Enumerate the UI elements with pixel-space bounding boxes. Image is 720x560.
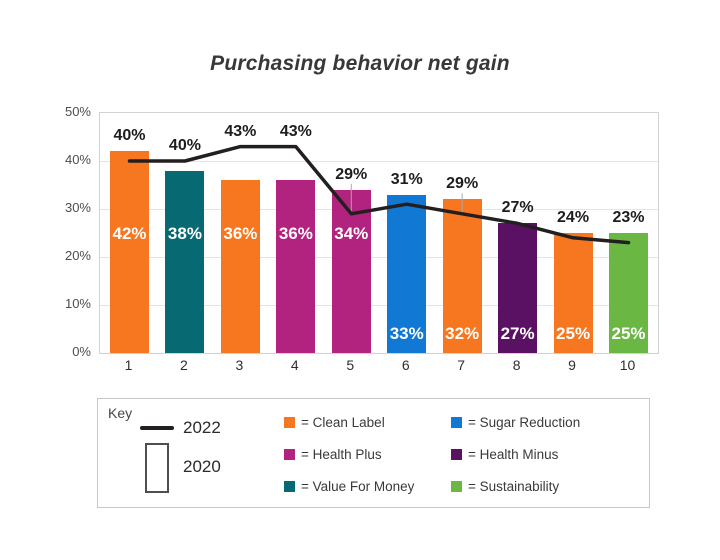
- legend-column-2: = Sugar Reduction = Health Minus = Sustain…: [451, 415, 581, 494]
- x-axis-tick-label: 8: [512, 357, 521, 373]
- bar-value-label: 25%: [611, 324, 646, 343]
- x-axis-tick-label: 7: [457, 357, 466, 373]
- line-point-label: 29%: [446, 175, 479, 193]
- bar: [387, 194, 427, 353]
- bar-value-label: 42%: [112, 224, 147, 243]
- legend-item: = Health Minus: [451, 447, 580, 462]
- chart-title: Purchasing behavior net gain: [210, 52, 510, 75]
- legend-item: = Sugar Reduction: [451, 415, 581, 430]
- legend-swatch: [284, 417, 295, 428]
- bar-value-label: 34%: [334, 224, 369, 243]
- legend-column-1: = Clean Label = Health Plus = Value For Mo…: [284, 415, 415, 494]
- y-axis-tick-label: 20%: [64, 248, 91, 263]
- line-point-label: 24%: [557, 209, 590, 226]
- legend-item: = Clean Label: [284, 415, 414, 430]
- y-axis-tick-label: 10%: [64, 296, 91, 311]
- x-axis-tick-label: 9: [568, 357, 576, 373]
- bar: [220, 180, 260, 353]
- legend-swatch: [451, 449, 462, 460]
- bar: [276, 180, 316, 353]
- legend-item: = Sustainability: [451, 479, 580, 494]
- legend-swatch: [451, 417, 462, 428]
- legend-swatch: [284, 481, 295, 492]
- legend-swatch: [451, 481, 462, 492]
- bar: [553, 233, 593, 353]
- legend-swatch: [284, 449, 295, 460]
- line-point-label: 40%: [168, 137, 201, 154]
- line-series-label: 2022: [183, 418, 221, 437]
- legend-item-label: = Sustainability: [468, 479, 560, 494]
- line-series-sample-icon: [140, 426, 174, 430]
- bar-value-label: 27%: [500, 324, 535, 343]
- bar-series-label: 2020: [183, 457, 221, 476]
- legend-item-label: = Health Minus: [468, 447, 559, 462]
- line-point-label: 43%: [279, 122, 312, 140]
- x-axis-tick-label: 10: [619, 357, 636, 373]
- bar: [609, 233, 648, 353]
- bar: [442, 199, 482, 353]
- gridline: [100, 161, 658, 162]
- x-axis-tick-label: 1: [124, 357, 133, 373]
- x-axis-tick-label: 4: [290, 357, 299, 373]
- trend-line: [127, 144, 631, 245]
- legend-item: = Health Plus: [284, 447, 414, 462]
- y-axis-tick-label: 30%: [64, 200, 91, 215]
- bar: [331, 189, 371, 353]
- trend-line-svg: [127, 144, 631, 245]
- bar-value-label: 38%: [167, 224, 202, 243]
- line-point-label: 40%: [113, 127, 146, 145]
- y-axis-tick-label: 0%: [72, 344, 91, 359]
- legend-title: Key: [108, 405, 133, 421]
- bar-value-label: 32%: [445, 324, 480, 343]
- bar: [498, 223, 538, 353]
- bar-value-label: 36%: [223, 224, 258, 243]
- plot-area: 42% 38% 36% 36% 34% 33% 32% 27% 25% 25% 40% 40% 43% 4…: [99, 112, 659, 354]
- line-point-label: 43%: [224, 122, 257, 140]
- bar-value-label: 25%: [556, 324, 591, 343]
- legend-item: = Value For Money: [284, 479, 415, 494]
- bar-value-label: 33%: [389, 324, 424, 343]
- line-point-label: 27%: [501, 199, 534, 217]
- x-axis-tick-label: 5: [346, 357, 355, 373]
- y-axis-tick-label: 40%: [64, 152, 91, 167]
- bar-value-label: 36%: [278, 224, 313, 243]
- x-axis-tick-label: 2: [180, 357, 188, 373]
- gridline: [100, 305, 658, 306]
- legend-item-label: = Clean Label: [301, 415, 385, 430]
- bar: [165, 170, 205, 353]
- x-axis-tick-label: 3: [235, 357, 244, 373]
- y-axis-tick-label: 50%: [64, 104, 91, 119]
- legend-item-label: = Value For Money: [301, 479, 415, 494]
- legend: Key 2022 2020 = Clean Label = Health Plus…: [97, 398, 650, 508]
- bar-series-sample-icon: [145, 443, 169, 493]
- legend-item-label: = Health Plus: [301, 447, 382, 462]
- line-point-label: 29%: [335, 165, 368, 183]
- legend-item-label: = Sugar Reduction: [468, 415, 581, 430]
- line-point-label: 31%: [390, 170, 423, 188]
- line-point-label: 23%: [612, 209, 645, 226]
- x-axis-tick-label: 6: [401, 357, 410, 373]
- gridline: [100, 257, 658, 258]
- bar: [110, 151, 149, 353]
